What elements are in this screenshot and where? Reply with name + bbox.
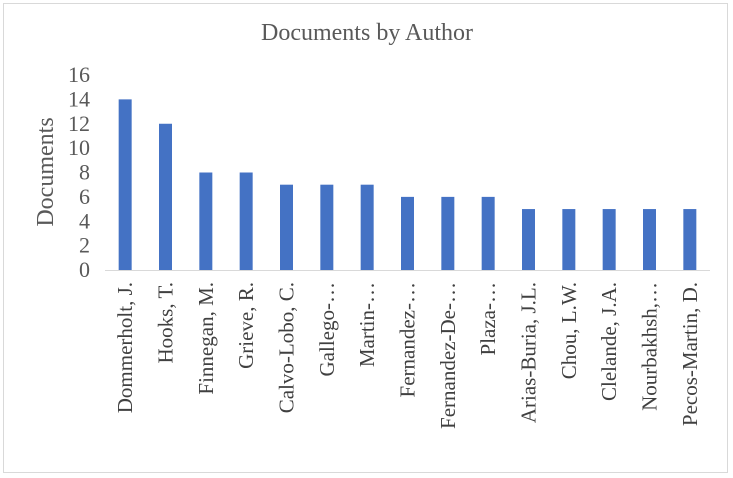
- category-label: Chou, L.W.: [557, 282, 581, 379]
- category-label: Pecos-Martin, D.: [678, 282, 702, 426]
- y-tick-label: 6: [79, 184, 90, 209]
- bar: [481, 196, 495, 270]
- bar: [683, 209, 697, 270]
- bar: [360, 184, 374, 270]
- category-label: Fernandez-De-…: [436, 282, 460, 429]
- y-tick-label: 0: [79, 257, 90, 282]
- bar: [441, 196, 455, 270]
- bar: [562, 209, 576, 270]
- bar: [159, 123, 172, 270]
- y-axis-title: Documents: [33, 117, 59, 226]
- category-label: Hooks, T.: [154, 282, 178, 363]
- category-label: Dommerholt, J.: [113, 282, 137, 413]
- category-label: Plaza-…: [476, 282, 500, 355]
- category-label: Finnegan, M.: [194, 282, 218, 395]
- bar: [199, 172, 213, 270]
- category-label: Gallego-…: [315, 282, 339, 376]
- bar: [602, 209, 616, 270]
- category-label: Arias-Buria, J.L.: [517, 282, 541, 423]
- bar: [118, 99, 132, 270]
- bar: [522, 209, 535, 270]
- category-labels: Dommerholt, J. Hooks, T. Finnegan, M. Griev…: [113, 282, 702, 429]
- bars-group: [118, 99, 697, 270]
- category-label: Fernandez-…: [396, 282, 420, 397]
- y-tick-label: 14: [68, 86, 90, 111]
- y-tick-label: 10: [68, 135, 90, 160]
- y-tick-label: 2: [79, 233, 90, 258]
- category-label: Martin-…: [355, 282, 379, 367]
- y-tick-label: 4: [79, 208, 90, 233]
- y-tick-label: 12: [68, 111, 90, 136]
- bar: [280, 184, 293, 270]
- category-label: Calvo-Lobo, C.: [275, 282, 299, 413]
- chart-title: Documents by Author: [261, 20, 473, 46]
- category-label: Nourbakhsh,…: [638, 282, 662, 411]
- bar: [320, 184, 334, 270]
- bar: [239, 172, 253, 270]
- y-tick-label: 8: [79, 160, 90, 185]
- bar: [401, 196, 414, 270]
- category-label: Grieve, R.: [234, 282, 258, 369]
- bar: [643, 209, 656, 270]
- category-label: Clelande, J.A.: [597, 282, 621, 401]
- y-tick-label: 16: [68, 62, 90, 87]
